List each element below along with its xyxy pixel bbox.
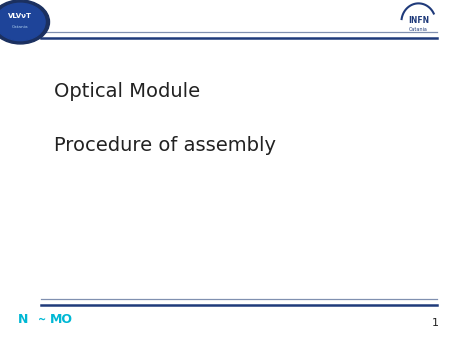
Text: Optical Module: Optical Module [54, 82, 200, 101]
Circle shape [0, 0, 50, 44]
Text: Procedure of assembly: Procedure of assembly [54, 136, 276, 155]
Text: ~: ~ [38, 314, 46, 324]
Text: Catania: Catania [12, 25, 28, 29]
Text: N: N [18, 313, 28, 326]
Circle shape [0, 3, 45, 41]
Text: VLVνT: VLVνT [8, 13, 32, 19]
Text: MO: MO [50, 313, 72, 326]
Text: 1: 1 [432, 318, 439, 328]
Text: Catania: Catania [409, 27, 428, 32]
Text: INFN: INFN [408, 16, 429, 25]
